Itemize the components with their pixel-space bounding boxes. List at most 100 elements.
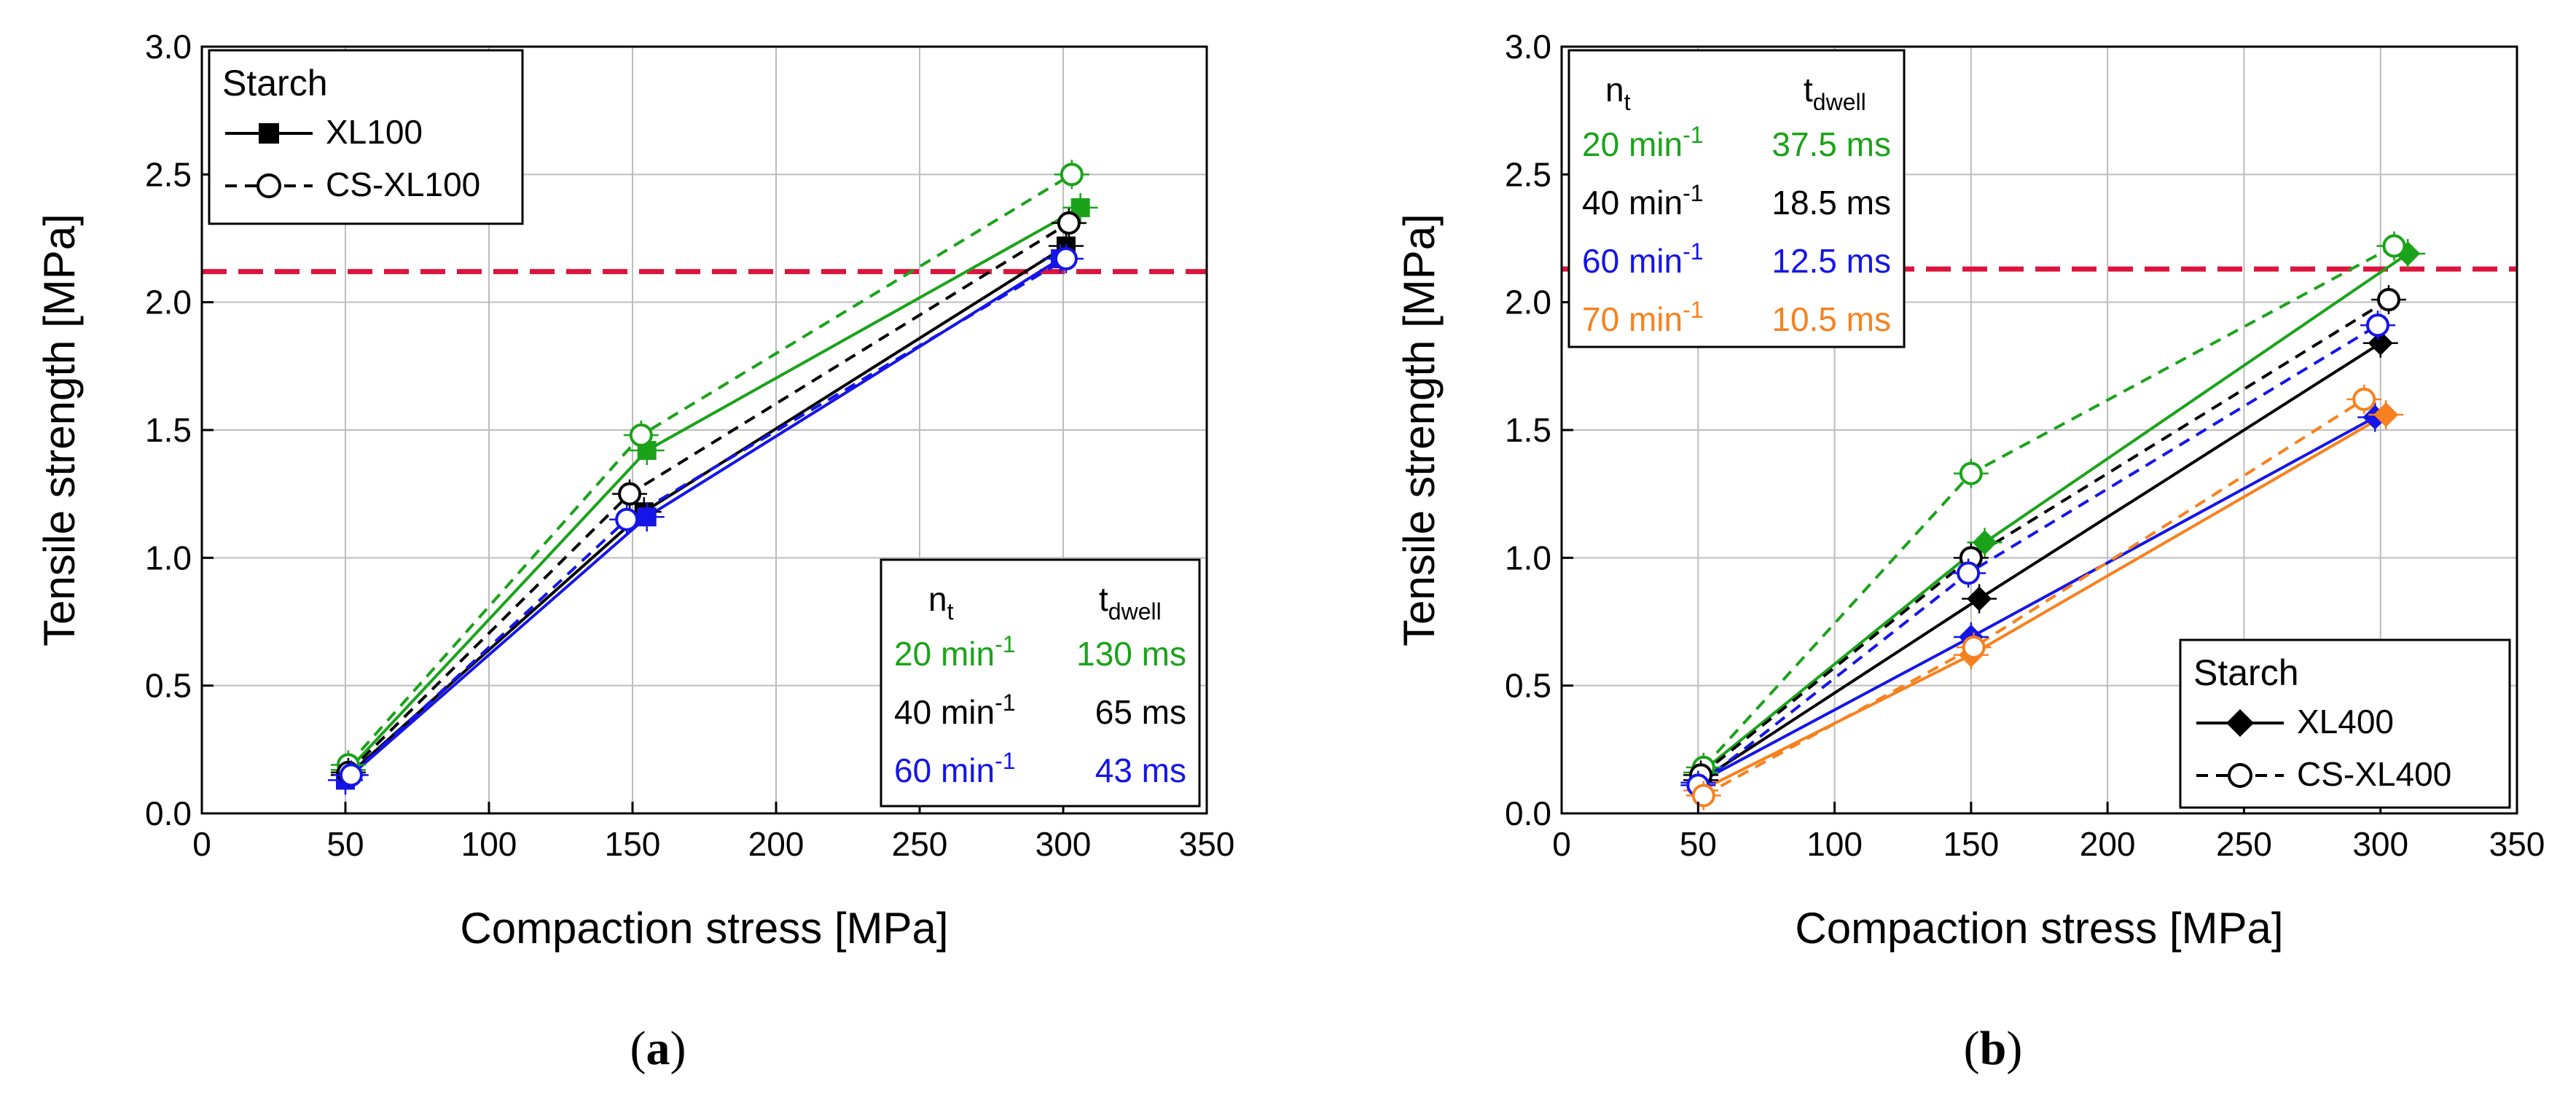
y-tick-label: 0.5 bbox=[1505, 667, 1551, 705]
speed-superscript: -1 bbox=[995, 631, 1015, 657]
speed-header-nt: nt bbox=[1605, 71, 1631, 115]
x-tick-label: 300 bbox=[2352, 825, 2408, 863]
panel-caption: (a) bbox=[630, 1022, 686, 1075]
y-tick-label: 2.5 bbox=[145, 155, 192, 193]
speed-superscript: -1 bbox=[995, 748, 1015, 774]
speed-superscript: -1 bbox=[1683, 122, 1703, 148]
speed-row-nt: 40 min-1 bbox=[1582, 180, 1704, 222]
y-tick-label: 1.0 bbox=[1505, 539, 1551, 577]
legend-marker bbox=[2226, 709, 2254, 737]
x-tick-label: 300 bbox=[1036, 825, 1092, 863]
caption-letter: b bbox=[1980, 1022, 2007, 1075]
speed-header-tdwell: tdwell bbox=[1804, 71, 1866, 115]
speed-header-main: n bbox=[1605, 71, 1624, 109]
speed-header-tdwell: tdwell bbox=[1099, 580, 1162, 625]
data-point bbox=[2365, 313, 2389, 337]
speed-row-nt: 60 min-1 bbox=[894, 748, 1016, 789]
speed-row-tdwell: 65 ms bbox=[1095, 693, 1186, 731]
speed-row-tdwell: 130 ms bbox=[1076, 635, 1186, 673]
panel-caption: (b) bbox=[1964, 1022, 2023, 1075]
speed-value: 70 min bbox=[1582, 300, 1683, 338]
speed-header-main: t bbox=[1099, 580, 1108, 618]
x-tick-label: 250 bbox=[2216, 825, 2272, 863]
caption-paren: ) bbox=[2006, 1022, 2022, 1075]
speed-value: 40 min bbox=[1582, 184, 1683, 222]
speed-header-main: t bbox=[1804, 71, 1813, 109]
x-tick-label: 350 bbox=[2489, 825, 2545, 863]
speed-superscript: -1 bbox=[995, 689, 1015, 716]
x-tick-label: 350 bbox=[1179, 825, 1235, 863]
speed-value: 60 min bbox=[1582, 242, 1683, 280]
speed-header-sub: dwell bbox=[1108, 598, 1162, 625]
y-tick-label: 0.0 bbox=[1505, 794, 1551, 832]
speed-row-nt: 40 min-1 bbox=[894, 689, 1016, 731]
data-point bbox=[1959, 461, 1983, 485]
legend-title: Starch bbox=[222, 63, 328, 103]
x-tick-label: 0 bbox=[192, 825, 211, 863]
legend-marker bbox=[2228, 763, 2252, 788]
x-tick-label: 0 bbox=[1552, 825, 1571, 863]
speed-superscript: -1 bbox=[1683, 180, 1703, 206]
legend-entry-label: CS-XL100 bbox=[326, 165, 480, 203]
data-point bbox=[2382, 234, 2406, 258]
y-tick-label: 1.5 bbox=[145, 411, 192, 449]
speed-header-nt: nt bbox=[928, 580, 954, 625]
speed-superscript: -1 bbox=[1683, 297, 1703, 323]
y-tick-label: 2.5 bbox=[1505, 155, 1551, 193]
data-point bbox=[1057, 211, 1081, 235]
legend-entry-label: CS-XL400 bbox=[2297, 755, 2451, 793]
caption-paren: ( bbox=[1964, 1022, 1980, 1075]
y-tick-label: 1.0 bbox=[145, 539, 192, 577]
speed-row-tdwell: 12.5 ms bbox=[1772, 242, 1891, 280]
series-line bbox=[1699, 298, 2390, 776]
speed-value: 20 min bbox=[894, 635, 995, 673]
caption-paren: ( bbox=[630, 1022, 646, 1075]
y-axis-label: Tensile strength [MPa] bbox=[1395, 214, 1444, 646]
speed-table-box bbox=[1567, 49, 1906, 348]
speed-row-tdwell: 18.5 ms bbox=[1772, 184, 1891, 222]
y-tick-label: 0.0 bbox=[145, 794, 192, 832]
speed-value: 20 min bbox=[1582, 125, 1683, 163]
data-point bbox=[2352, 387, 2376, 411]
y-tick-label: 3.0 bbox=[1505, 28, 1551, 66]
x-tick-label: 150 bbox=[1943, 825, 1999, 863]
data-point bbox=[629, 423, 653, 448]
data-point bbox=[1972, 530, 1997, 555]
y-tick-label: 1.5 bbox=[1505, 411, 1551, 449]
data-point bbox=[2368, 330, 2393, 356]
x-tick-label: 200 bbox=[2080, 825, 2136, 863]
speed-header-sub: dwell bbox=[1813, 89, 1866, 115]
speed-header-main: n bbox=[928, 580, 947, 618]
y-tick-label: 2.0 bbox=[1505, 284, 1551, 321]
chart-panel-a: 0 50 100 150 200 250 300 350 0.0 0.5 1.0 1.5 2.0 2.5 3… bbox=[35, 28, 1234, 1075]
speed-value: 60 min bbox=[894, 751, 995, 789]
speed-row-nt: 60 min-1 bbox=[1582, 238, 1704, 280]
speed-row-tdwell: 10.5 ms bbox=[1772, 300, 1891, 338]
data-point bbox=[1060, 163, 1084, 187]
x-tick-label: 150 bbox=[605, 825, 661, 863]
data-point bbox=[1967, 586, 1992, 612]
x-tick-label: 100 bbox=[1806, 825, 1863, 863]
x-axis-label: Compaction stress [MPa] bbox=[1795, 904, 2283, 953]
y-tick-label: 3.0 bbox=[145, 28, 192, 66]
y-tick-label: 2.0 bbox=[145, 284, 192, 321]
data-point bbox=[2373, 402, 2399, 427]
series-line bbox=[1702, 398, 2365, 797]
speed-superscript: -1 bbox=[1683, 238, 1703, 265]
chart-panel-b: 0 50 100 150 200 250 300 350 0.0 0.5 1.0 1.5 2.0 2.5 3… bbox=[1395, 28, 2545, 1075]
caption-letter: a bbox=[646, 1022, 670, 1075]
data-point bbox=[2376, 288, 2400, 312]
x-tick-label: 50 bbox=[1680, 825, 1717, 863]
speed-table-box bbox=[880, 558, 1201, 808]
series-legend: Starch XL400 CS-XL400 bbox=[2179, 638, 2511, 809]
data-point bbox=[637, 507, 657, 527]
legend-marker bbox=[259, 123, 279, 144]
speed-header-sub: t bbox=[1624, 89, 1631, 115]
speed-row-tdwell: 43 ms bbox=[1095, 751, 1186, 789]
speed-value: 40 min bbox=[894, 693, 995, 731]
series-legend: Starch XL100 CS-XL100 bbox=[208, 49, 524, 225]
legend-marker bbox=[257, 173, 281, 198]
speed-row-nt: 20 min-1 bbox=[894, 631, 1016, 673]
y-tick-label: 0.5 bbox=[145, 667, 192, 705]
